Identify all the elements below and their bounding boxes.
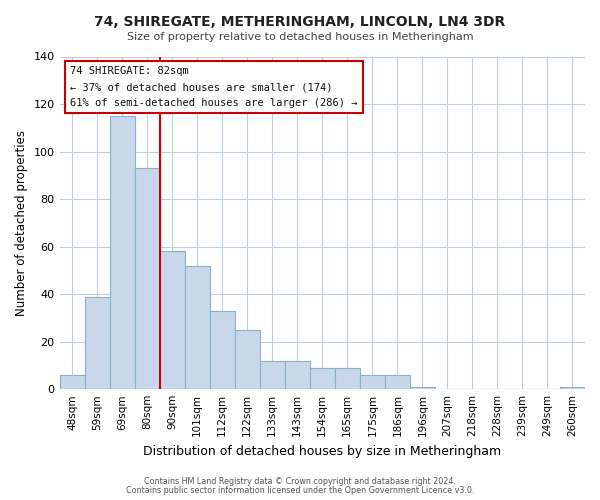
Text: Contains HM Land Registry data © Crown copyright and database right 2024.: Contains HM Land Registry data © Crown c…	[144, 477, 456, 486]
Bar	[185, 266, 209, 389]
Bar	[285, 360, 310, 389]
Y-axis label: Number of detached properties: Number of detached properties	[15, 130, 28, 316]
Bar	[260, 360, 285, 389]
Bar	[59, 375, 85, 389]
Bar	[209, 311, 235, 389]
Bar	[235, 330, 260, 389]
Text: 74 SHIREGATE: 82sqm
← 37% of detached houses are smaller (174)
61% of semi-detac: 74 SHIREGATE: 82sqm ← 37% of detached ho…	[70, 66, 358, 108]
Bar	[85, 296, 110, 389]
X-axis label: Distribution of detached houses by size in Metheringham: Distribution of detached houses by size …	[143, 444, 502, 458]
Text: Size of property relative to detached houses in Metheringham: Size of property relative to detached ho…	[127, 32, 473, 42]
Text: 74, SHIREGATE, METHERINGHAM, LINCOLN, LN4 3DR: 74, SHIREGATE, METHERINGHAM, LINCOLN, LN…	[94, 15, 506, 29]
Bar	[134, 168, 160, 389]
Bar	[560, 387, 585, 389]
Bar	[410, 387, 435, 389]
Bar	[385, 375, 410, 389]
Text: Contains public sector information licensed under the Open Government Licence v3: Contains public sector information licen…	[126, 486, 474, 495]
Bar	[310, 368, 335, 389]
Bar	[360, 375, 385, 389]
Bar	[160, 252, 185, 389]
Bar	[335, 368, 360, 389]
Bar	[110, 116, 134, 389]
